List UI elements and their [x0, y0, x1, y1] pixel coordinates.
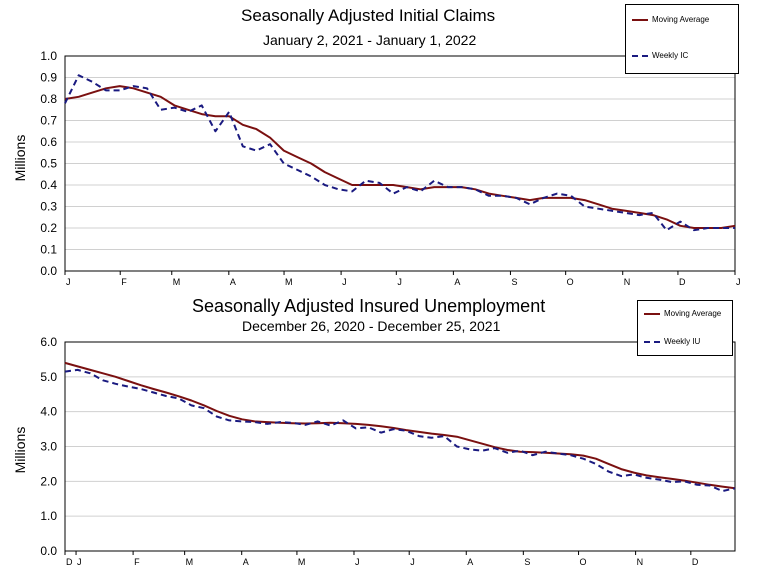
x-tick-label: M [186, 557, 194, 567]
x-tick-label: A [243, 557, 249, 567]
legend-label: Weekly IC [652, 51, 689, 60]
legend-swatch [632, 54, 648, 57]
plot-area: 0.01.02.03.04.05.06.0D J F M A M J J A S O N D [40, 335, 736, 567]
y-tick-label: 0.0 [40, 544, 57, 558]
legend-item-moving-average: Moving Average [644, 309, 721, 318]
plot-frame [64, 55, 736, 272]
x-tick-label: J [736, 277, 741, 287]
y-tick-label: 4.0 [40, 405, 57, 419]
y-tick-label: 0.9 [40, 71, 57, 85]
y-tick-label: 0.8 [40, 92, 57, 106]
legend-item-moving-average: Moving Average [632, 15, 709, 24]
x-tick-label: J [66, 277, 71, 287]
x-tick-label: F [134, 557, 140, 567]
y-tick-label: 6.0 [40, 335, 57, 349]
legend-label: Weekly IU [664, 337, 701, 346]
x-tick-label: A [467, 557, 473, 567]
x-tick-label: J [397, 277, 402, 287]
legend-swatch [644, 312, 660, 315]
series-line-moving-average [64, 361, 736, 490]
legend: Moving Average Weekly IC [625, 4, 739, 74]
x-tick-label: D [66, 557, 73, 567]
y-tick-label: 3.0 [40, 440, 57, 454]
insured-unemployment-chart: Seasonally Adjusted Insured Unemployment… [0, 290, 760, 578]
x-tick-label: F [121, 277, 127, 287]
chart-title: Seasonally Adjusted Initial Claims [241, 6, 496, 25]
plot-area: 0.0 0.1 0.2 0.3 0.4 0.5 0.6 0.7 0.8 0.9 1.0 J F M A M J J… [40, 49, 741, 287]
series-line-weekly [64, 368, 736, 493]
x-tick-label: M [285, 277, 293, 287]
legend-item-weekly-iu: Weekly IU [644, 337, 700, 346]
x-tick-label: J [77, 557, 82, 567]
legend: Moving Average Weekly IU [637, 300, 733, 356]
legend-label: Moving Average [652, 15, 710, 24]
x-tick-label: N [637, 557, 644, 567]
x-tick-label: N [624, 277, 631, 287]
x-tick-label: A [230, 277, 236, 287]
y-tick-label: 0.7 [40, 114, 57, 128]
legend-swatch [632, 18, 648, 21]
x-tick-label: S [511, 277, 517, 287]
y-tick-label: 0.3 [40, 200, 57, 214]
y-tick-label: 0.5 [40, 157, 57, 171]
chart-subtitle: January 2, 2021 - January 1, 2022 [263, 32, 477, 48]
legend-item-weekly-ic: Weekly IC [632, 51, 688, 60]
x-tick-label: A [454, 277, 460, 287]
y-tick-label: 1.0 [40, 49, 57, 63]
x-tick-label: M [173, 277, 181, 287]
y-tick-label: 0.1 [40, 243, 57, 257]
x-tick-label: J [410, 557, 415, 567]
chart-subtitle: December 26, 2020 - December 25, 2021 [242, 318, 501, 334]
initial-claims-chart: Seasonally Adjusted Initial Claims Janua… [12, 4, 741, 287]
y-tick-label: 5.0 [40, 370, 57, 384]
x-tick-label: O [567, 277, 574, 287]
x-tick-label: D [679, 277, 686, 287]
legend-swatch [644, 340, 660, 343]
y-tick-label: 0.6 [40, 135, 57, 149]
chart-title: Seasonally Adjusted Insured Unemployment [192, 296, 546, 316]
x-tick-label: J [355, 557, 360, 567]
legend-label: Moving Average [664, 309, 722, 318]
y-tick-label: 0.2 [40, 221, 57, 235]
y-tick-label: 0.0 [40, 264, 57, 278]
y-tick-label: 1.0 [40, 509, 57, 523]
x-tick-label: D [692, 557, 699, 567]
x-tick-label: J [342, 277, 347, 287]
x-tick-label: O [580, 557, 587, 567]
plot-frame [64, 341, 736, 552]
x-tick-label: S [524, 557, 530, 567]
y-tick-label: 0.4 [40, 178, 57, 192]
y-tick-label: 2.0 [40, 474, 57, 488]
x-tick-label: M [298, 557, 306, 567]
series-line-moving-average [64, 85, 736, 229]
